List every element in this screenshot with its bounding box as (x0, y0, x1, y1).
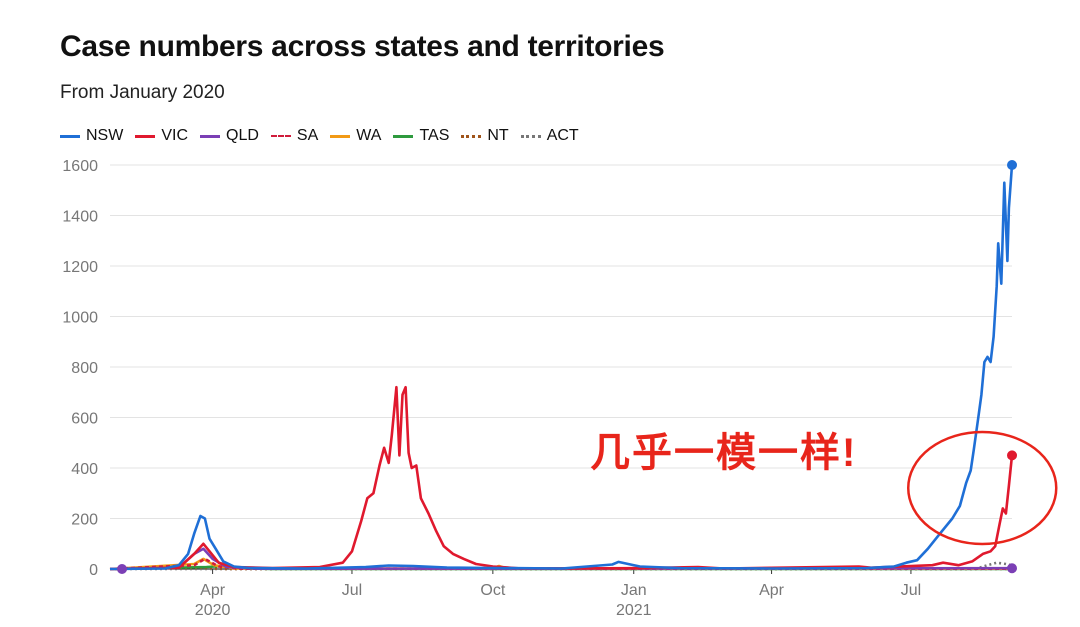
legend-label: QLD (226, 127, 259, 144)
series-line-qld (109, 547, 1013, 571)
legend-label: NSW (86, 127, 124, 144)
y-tick-label: 400 (71, 461, 98, 478)
legend-label: NT (487, 127, 509, 144)
series-end-point-nsw (1007, 160, 1017, 170)
y-tick-label: 1400 (62, 209, 98, 226)
legend-swatch (461, 134, 482, 138)
series-end-point-vic (1007, 450, 1017, 461)
legend-swatch (520, 134, 541, 138)
x-tick-label: Apr (200, 582, 226, 599)
series-start-point (117, 564, 127, 574)
legend-swatch (135, 134, 156, 138)
x-tick-label: Jul (342, 582, 362, 599)
chart-subtitle: From January 2020 (60, 82, 225, 103)
x-tick-label: Oct (480, 582, 505, 599)
legend-swatch (60, 134, 80, 138)
legend-item-act: ACT (520, 127, 579, 145)
chart-legend: NSW VIC QLD SA WA TAS NT ACT (60, 124, 591, 148)
y-tick-label: 1600 (62, 158, 98, 175)
legend-item-sa: SA (270, 127, 319, 145)
legend-item-qld: QLD (200, 127, 259, 145)
legend-item-tas: TAS (393, 127, 449, 145)
series-line-nsw (109, 164, 1014, 571)
legend-label: ACT (546, 127, 579, 144)
x-tick-label: Jul (901, 582, 921, 599)
legend-swatch (330, 134, 351, 138)
legend-swatch (270, 135, 291, 137)
y-tick-label: 0 (89, 562, 98, 579)
legend-label: WA (356, 127, 382, 144)
x-tick-year-label: 2021 (616, 602, 652, 619)
chart-title: Case numbers across states and territori… (60, 30, 665, 63)
legend-label: VIC (161, 127, 188, 144)
y-tick-label: 1200 (62, 259, 98, 276)
legend-swatch (200, 134, 220, 138)
legend-item-wa: WA (330, 127, 381, 145)
x-tick-label: Jan (621, 582, 647, 599)
series-line-vic (109, 385, 1014, 571)
y-tick-label: 800 (71, 360, 98, 377)
legend-swatch (393, 134, 414, 138)
legend-item-nt: NT (461, 127, 509, 145)
legend-item-vic: VIC (135, 127, 188, 145)
x-tick-year-label: 2020 (195, 602, 231, 619)
legend-label: SA (296, 127, 319, 144)
annotation-circle (906, 430, 1058, 546)
legend-label: TAS (419, 127, 450, 144)
y-tick-label: 1000 (62, 310, 98, 327)
x-tick-label: Apr (759, 582, 785, 599)
chart-annotation-text: 几乎一模一样! (590, 431, 858, 475)
series-end-point-qld (1007, 563, 1017, 574)
legend-item-nsw: NSW (60, 127, 123, 145)
y-tick-label: 600 (71, 411, 98, 428)
y-tick-label: 200 (71, 512, 98, 529)
